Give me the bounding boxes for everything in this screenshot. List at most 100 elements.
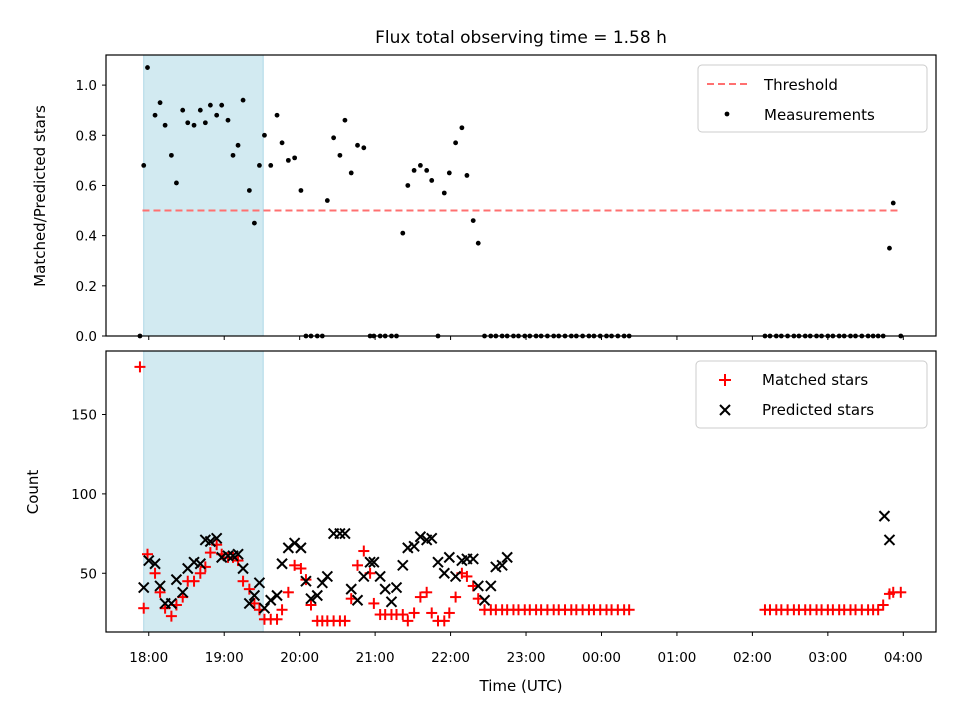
legend-matched-swatch [719, 374, 731, 386]
predicted-star-point [408, 540, 420, 552]
predicted-star-point [165, 597, 178, 610]
measurement-point [405, 183, 411, 188]
matched-star-point [295, 562, 307, 574]
measurement-point [240, 97, 246, 103]
matched-star-point [397, 609, 409, 621]
x-tick-label: 23:00 [507, 650, 546, 666]
measurement-point [235, 142, 241, 148]
predicted-star-point [311, 589, 323, 602]
bottom-legend-box [695, 360, 928, 429]
predicted-star-point [397, 559, 409, 572]
predicted-star-point [288, 537, 301, 549]
x-tick-label: 21:00 [356, 650, 395, 666]
measurement-point [268, 162, 274, 168]
measurement-point [145, 65, 150, 70]
matched-star-point [352, 559, 364, 571]
measurement-point [464, 173, 470, 178]
x-tick-label: 01:00 [657, 650, 696, 666]
measurement-point [887, 245, 892, 251]
predicted-star-point [478, 594, 491, 606]
matched-star-point [188, 575, 200, 587]
top-y-tick-label: 0.0 [76, 329, 97, 345]
measurement-point [274, 112, 280, 118]
x-tick-label: 00:00 [582, 650, 621, 666]
predicted-star-point [432, 556, 444, 568]
predicted-star-point [271, 589, 283, 602]
matched-star-point [300, 574, 312, 586]
matched-star-point [414, 591, 426, 603]
matched-star-point [237, 575, 249, 587]
measurement-point [219, 102, 225, 108]
matched-star-point [461, 570, 473, 582]
legend-predicted-label: Predicted stars [762, 401, 874, 419]
predicted-star-point [472, 580, 484, 592]
predicted-star-point [345, 583, 357, 595]
matched-star-point [149, 567, 161, 579]
measurement-point [191, 122, 197, 128]
predicted-star-point [358, 570, 370, 583]
bottom-axes-frame [105, 350, 937, 633]
bottom-panel: 50 100 150 18:00 19:00 20:00 21:00 22:00 23:00 0… [24, 350, 937, 695]
predicted-star-point [379, 583, 391, 595]
top-legend-box [697, 64, 928, 133]
matched-star-point [194, 567, 206, 579]
top-y-tick-label: 0.2 [76, 279, 97, 295]
chart-title: Flux total observing time = 1.58 h [375, 28, 667, 48]
measurement-point [361, 145, 367, 151]
measurement-point [251, 220, 257, 226]
x-axis-label: Time (UTC) [479, 677, 563, 695]
measurement-point [162, 122, 168, 128]
measurement-point [225, 117, 231, 123]
predicted-star-point [138, 581, 150, 594]
measurement-point [230, 152, 236, 158]
predicted-star-point [426, 532, 438, 545]
measurement-point [337, 152, 343, 158]
x-tick-label: 04:00 [884, 650, 923, 666]
measurement-point [355, 142, 360, 148]
predicted-star-point [467, 553, 479, 565]
x-tick-label: 19:00 [205, 650, 244, 666]
predicted-star-point [438, 567, 450, 579]
measurement-point [152, 112, 158, 118]
measurement-point [279, 140, 285, 146]
matched-star-point [289, 559, 301, 571]
matched-star-point [138, 602, 150, 614]
matched-star-point [243, 583, 255, 595]
top-y-axis-label: Matched/Predicted stars [31, 105, 49, 287]
predicted-star-point [443, 551, 456, 564]
bottom-y-tick-label: 100 [71, 487, 97, 503]
predicted-star-point [321, 570, 334, 583]
measurement-point [185, 120, 191, 126]
predicted-star-point [351, 594, 364, 606]
measurement-point [424, 168, 430, 173]
legend-measurements-label: Measurements [764, 106, 875, 124]
matched-star-point [154, 586, 166, 598]
matched-star-point [339, 615, 351, 627]
matched-star-point [877, 599, 889, 611]
measurement-point [331, 135, 337, 141]
predicted-star-point [883, 534, 896, 546]
predicted-star-point [282, 542, 295, 554]
predicted-star-point [154, 580, 166, 592]
measurement-point [324, 198, 330, 203]
measurement-point [890, 200, 896, 206]
matched-star-point [623, 604, 635, 616]
top-highlight-span [143, 54, 264, 337]
matched-star-point [872, 604, 884, 616]
measurement-point [246, 188, 252, 193]
matched-star-point [895, 586, 907, 598]
predicted-star-point [210, 532, 223, 545]
measurement-point [157, 100, 163, 106]
predicted-star-point [295, 542, 307, 554]
bottom-legend: Matched stars Predicted stars [695, 360, 928, 429]
predicted-star-point [194, 558, 207, 570]
predicted-star-point [374, 570, 386, 583]
matched-star-point [276, 604, 288, 616]
predicted-star-point [276, 558, 288, 570]
top-legend: Threshold Measurements [697, 64, 928, 133]
legend-predicted-swatch [719, 404, 731, 416]
measurement-point [441, 190, 447, 196]
legend-measurements-swatch [724, 111, 730, 117]
measurement-point [400, 230, 406, 236]
